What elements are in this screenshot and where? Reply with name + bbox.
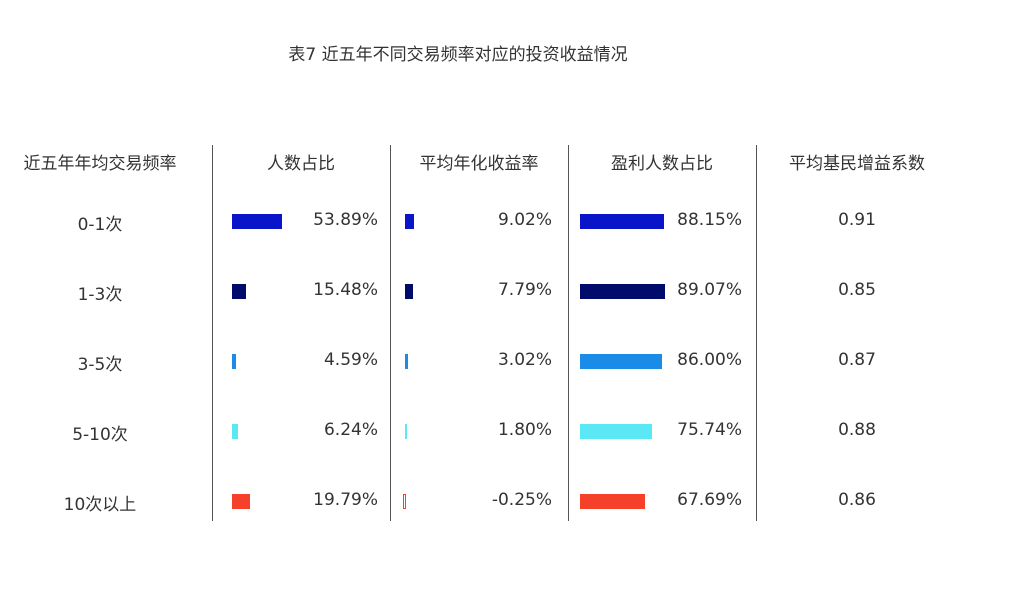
header-gain-coefficient: 平均基民增益系数 [789, 154, 925, 174]
return-value: 1.80% [497, 420, 552, 440]
return-value: -0.25% [491, 490, 552, 510]
header-investor-share: 人数占比 [267, 154, 335, 174]
profit-value: 89.07% [677, 280, 742, 300]
row-label: 10次以上 [63, 495, 137, 515]
gain-coefficient-value: 0.88 [838, 420, 876, 440]
profit-value: 88.15% [677, 210, 742, 230]
return-bar [405, 424, 407, 439]
column-divider [390, 145, 391, 521]
return-bar [405, 214, 414, 229]
row-label: 1-3次 [77, 285, 123, 305]
gain-coefficient-value: 0.86 [838, 490, 876, 510]
row-label: 3-5次 [77, 355, 123, 375]
return-bar [405, 354, 408, 369]
profit-value: 86.00% [677, 350, 742, 370]
share-bar [232, 354, 237, 369]
share-value: 53.89% [313, 210, 378, 230]
row-label: 5-10次 [72, 425, 128, 445]
chart-title: 表7 近五年不同交易频率对应的投资收益情况 [288, 45, 628, 65]
return-value: 3.02% [497, 350, 552, 370]
profit-bar [580, 424, 653, 439]
gain-coefficient-value: 0.87 [838, 350, 876, 370]
share-bar [232, 284, 247, 299]
share-value: 19.79% [313, 490, 378, 510]
column-divider [756, 145, 757, 521]
share-bar [232, 424, 238, 439]
return-value: 7.79% [497, 280, 552, 300]
gain-coefficient-value: 0.91 [838, 210, 876, 230]
row-label: 0-1次 [77, 215, 123, 235]
column-divider [568, 145, 569, 521]
return-bar [405, 284, 413, 299]
profit-bar [580, 214, 665, 229]
share-value: 4.59% [323, 350, 378, 370]
profit-bar [580, 284, 665, 299]
column-divider [212, 145, 213, 521]
header-annual-return: 平均年化收益率 [419, 154, 539, 174]
profit-bar [580, 354, 663, 369]
profit-value: 75.74% [677, 420, 742, 440]
share-bar [232, 494, 251, 509]
header-trade-frequency: 近五年年均交易频率 [23, 154, 177, 174]
return-value: 9.02% [497, 210, 552, 230]
profit-bar [580, 494, 645, 509]
profit-value: 67.69% [677, 490, 742, 510]
share-bar [232, 214, 282, 229]
gain-coefficient-value: 0.85 [838, 280, 876, 300]
header-profit-share: 盈利人数占比 [611, 154, 713, 174]
return-bar [403, 494, 406, 509]
share-value: 6.24% [323, 420, 378, 440]
share-value: 15.48% [313, 280, 378, 300]
